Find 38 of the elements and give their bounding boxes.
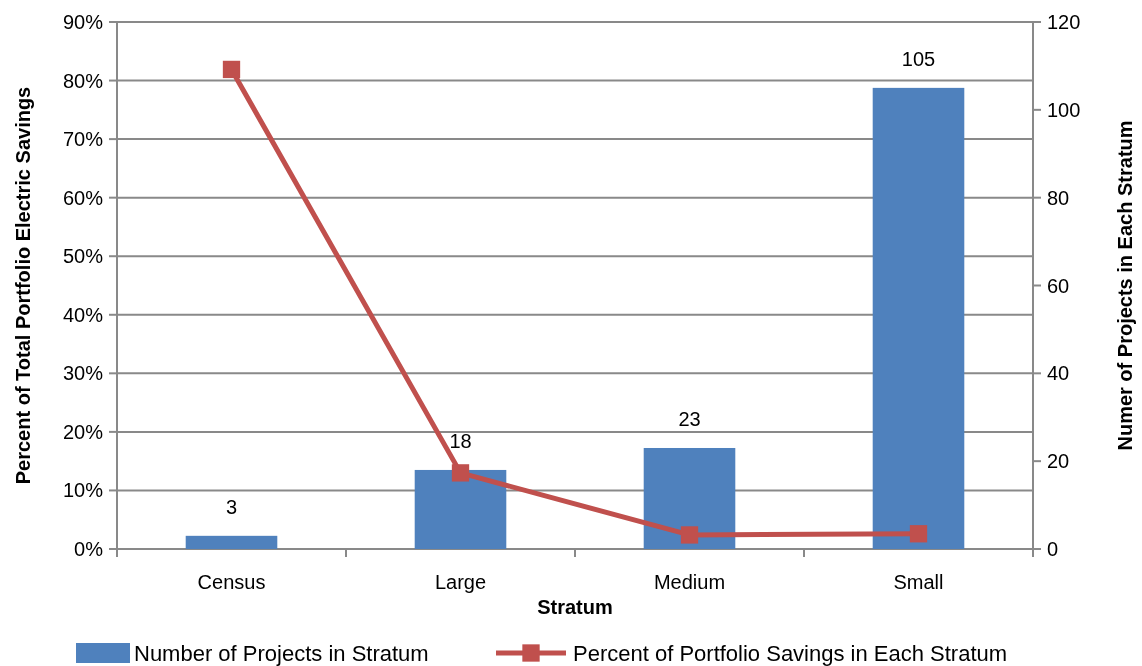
y2-tick-label: 60 (1047, 274, 1070, 297)
y-tick-label: 50% (62, 245, 104, 268)
data-label: 18 (449, 429, 472, 452)
y-tick-label: 40% (62, 303, 104, 326)
y2-tick-label: 80 (1047, 186, 1070, 209)
bar (872, 87, 965, 549)
x-tick-label: Census (197, 571, 266, 593)
point (451, 464, 470, 482)
y-tick-label: 10% (62, 479, 104, 502)
y2-tick-label: 20 (1047, 450, 1070, 473)
y-tick-label: 60% (62, 186, 104, 209)
bar (643, 447, 736, 549)
x-axis-title: Stratum (537, 596, 613, 618)
y2-tick-label: 40 (1047, 362, 1070, 385)
y-tick-label: 20% (62, 420, 104, 443)
x-tick-label: Medium (653, 571, 726, 593)
data-label: 23 (678, 407, 701, 430)
y-tick-label: 70% (62, 128, 104, 151)
y-tick-label: 0% (74, 538, 104, 560)
legend-label: Number of Projects in Stratum (134, 640, 429, 666)
data-label: 3 (225, 495, 238, 518)
bar (185, 535, 278, 549)
y2-axis-title: Numer of Projects in Each Stratum (1114, 120, 1136, 451)
y-tick-label: 80% (62, 69, 104, 92)
point (222, 60, 241, 79)
y2-tick-label: 0 (1047, 538, 1059, 560)
y-axis-title: Percent of Total Portfolio Electric Savings (12, 86, 34, 485)
point (909, 525, 928, 543)
y2-tick-label: 120 (1047, 11, 1081, 33)
data-label: 105 (901, 47, 936, 70)
point (680, 526, 699, 544)
legend-label: Percent of Portfolio Savings in Each Stratum (573, 640, 1008, 666)
y2-tick-label: 100 (1047, 98, 1081, 121)
x-tick-label: Large (434, 571, 487, 593)
bar (414, 469, 507, 549)
y-tick-label: 30% (62, 362, 104, 385)
x-tick-label: Small (893, 571, 944, 593)
y-tick-label: 90% (62, 11, 104, 33)
